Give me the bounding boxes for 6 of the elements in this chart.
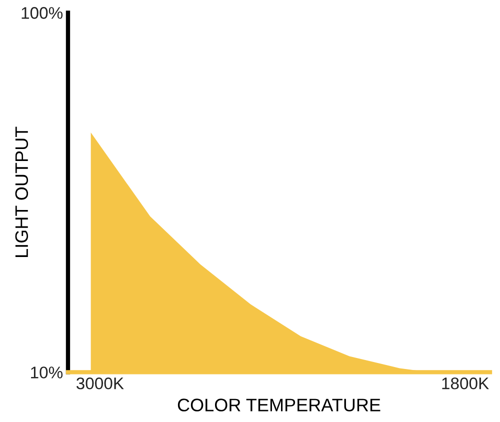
y-tick-label: 10% [31,366,63,378]
y-axis-title: LIGHT OUTPUT [15,126,28,257]
x-tick-label: 3000K [76,378,124,390]
x-tick-label: 1800K [442,378,489,390]
x-axis-title: COLOR TEMPERATURE [178,398,380,412]
y-tick-label: 100% [22,7,63,19]
